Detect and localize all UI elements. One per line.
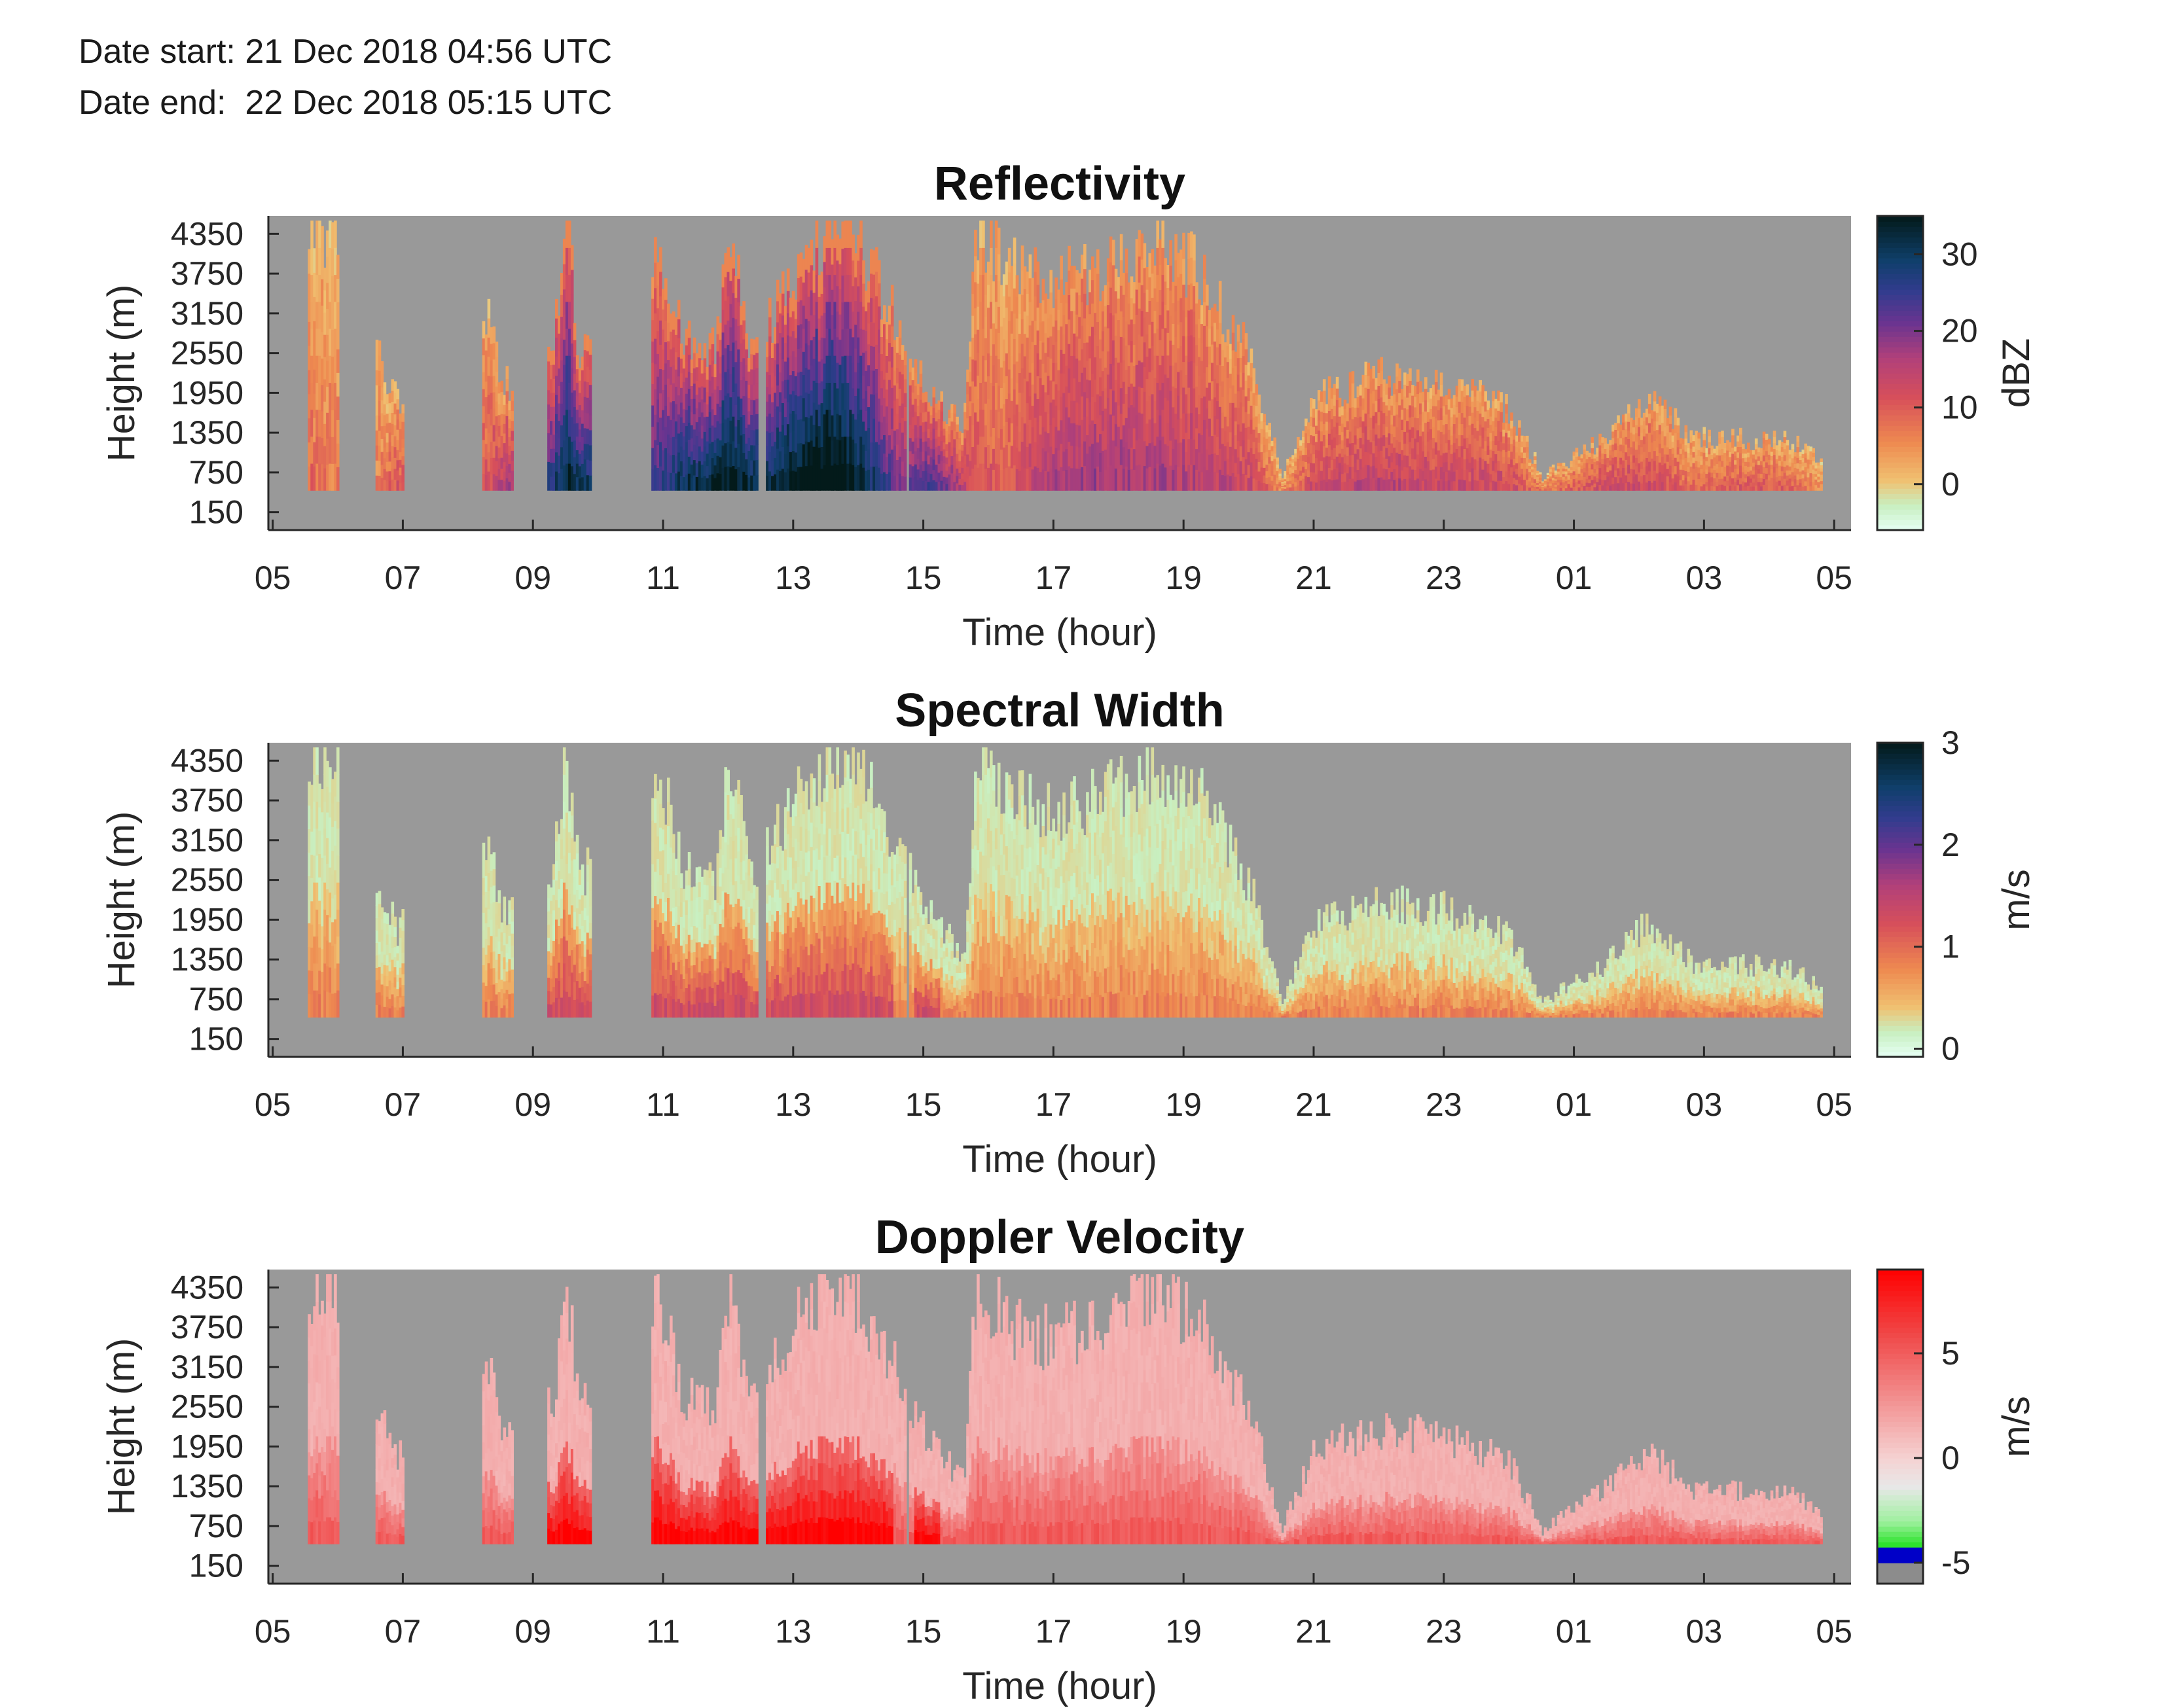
y-tick-label: 750 (189, 981, 243, 1018)
x-tick-label: 21 (1295, 1086, 1332, 1123)
x-tick-label: 05 (255, 1086, 291, 1123)
heatmap-cells (308, 747, 1823, 1018)
colorbar-tick-label: 0 (1941, 1440, 1960, 1476)
y-tick-label: 3750 (171, 1309, 243, 1345)
y-tick-label: 3150 (171, 822, 243, 859)
y-tick-label: 2550 (171, 862, 243, 898)
x-tick-label: 09 (514, 560, 551, 596)
x-tick-label: 15 (905, 1613, 942, 1650)
x-tick-label: 13 (775, 1086, 812, 1123)
y-tick-label: 1350 (171, 414, 243, 451)
x-tick-label: 23 (1426, 1086, 1462, 1123)
x-tick-label: 17 (1035, 1613, 1072, 1650)
colorbar-label: m/s (1995, 1396, 2038, 1457)
x-tick-label: 05 (255, 560, 291, 596)
colorbar-tick-label: 10 (1941, 389, 1978, 426)
y-axis-label: Height (m) (100, 811, 143, 989)
y-tick-label: 750 (189, 454, 243, 491)
colorbar-label: dBZ (1995, 338, 2038, 408)
x-tick-label: 05 (1816, 560, 1852, 596)
x-tick-label: 23 (1426, 560, 1462, 596)
x-tick-label: 03 (1686, 1086, 1723, 1123)
colorbar-tick-label: 0 (1941, 1031, 1960, 1067)
x-tick-label: 07 (385, 1086, 422, 1123)
x-tick-label: 09 (514, 1086, 551, 1123)
x-tick-label: 21 (1295, 1613, 1332, 1650)
y-tick-label: 3750 (171, 782, 243, 819)
y-tick-label: 4350 (171, 215, 243, 252)
heatmap-cells (308, 1274, 1823, 1544)
x-tick-label: 23 (1426, 1613, 1462, 1650)
x-tick-label: 17 (1035, 1086, 1072, 1123)
y-tick-label: 150 (189, 1021, 243, 1058)
date-start: Date start: 21 Dec 2018 04:56 UTC (79, 33, 613, 71)
colorbar-label: m/s (1995, 869, 2038, 930)
y-tick-label: 3150 (171, 1349, 243, 1385)
x-tick-label: 19 (1165, 1086, 1202, 1123)
y-tick-label: 1350 (171, 1468, 243, 1504)
y-tick-label: 1350 (171, 941, 243, 978)
y-tick-label: 1950 (171, 1428, 243, 1465)
y-tick-label: 4350 (171, 742, 243, 779)
x-axis-label: Time (hour) (962, 611, 1157, 654)
x-tick-label: 05 (1816, 1613, 1852, 1650)
x-axis-label: Time (hour) (962, 1138, 1157, 1181)
x-tick-label: 03 (1686, 1613, 1723, 1650)
colorbar: 3 2 1 0 m/s (1876, 724, 2038, 1067)
x-tick-label: 19 (1165, 560, 1202, 596)
y-tick-label: 1950 (171, 901, 243, 938)
x-tick-label: 03 (1686, 560, 1723, 596)
panel-title: Spectral Width (895, 685, 1224, 737)
y-tick-label: 3750 (171, 255, 243, 292)
x-tick-label: 05 (255, 1613, 291, 1650)
colorbar-tick-label: 2 (1941, 827, 1960, 863)
x-tick-label: 11 (646, 1086, 680, 1123)
y-axis-label: Height (m) (100, 285, 143, 462)
x-tick-label: 19 (1165, 1613, 1202, 1650)
x-tick-label: 15 (905, 560, 942, 596)
y-tick-label: 4350 (171, 1269, 243, 1306)
x-tick-label: 13 (775, 1613, 812, 1650)
heatmap-cells (308, 221, 1823, 491)
x-tick-label: 17 (1035, 560, 1072, 596)
colorbar-tick-label: 1 (1941, 929, 1960, 965)
panel-title: Reflectivity (934, 158, 1185, 210)
x-tick-label: 01 (1556, 560, 1593, 596)
colorbar-tick-label: 20 (1941, 313, 1978, 349)
date-header: Date start: 21 Dec 2018 04:56 UTC Date e… (79, 26, 612, 128)
x-tick-label: 15 (905, 1086, 942, 1123)
x-tick-label: 01 (1556, 1086, 1593, 1123)
x-tick-label: 05 (1816, 1086, 1852, 1123)
y-tick-label: 750 (189, 1508, 243, 1544)
x-tick-label: 13 (775, 560, 812, 596)
y-tick-label: 2550 (171, 335, 243, 372)
y-tick-label: 1950 (171, 374, 243, 411)
y-axis-label: Height (m) (100, 1338, 143, 1516)
x-tick-label: 07 (385, 560, 422, 596)
x-tick-label: 01 (1556, 1613, 1593, 1650)
colorbar-tick-label: -5 (1941, 1544, 1970, 1581)
y-tick-label: 2550 (171, 1389, 243, 1425)
x-tick-label: 11 (646, 560, 680, 596)
x-axis-label: Time (hour) (962, 1665, 1157, 1707)
y-tick-label: 3150 (171, 295, 243, 332)
colorbar-tick-label: 5 (1941, 1335, 1960, 1372)
panel-title: Doppler Velocity (875, 1211, 1244, 1264)
colorbar-tick-label: 3 (1941, 724, 1960, 761)
x-tick-label: 11 (646, 1613, 680, 1650)
x-tick-label: 07 (385, 1613, 422, 1650)
colorbar-tick-label: 30 (1941, 236, 1978, 273)
x-tick-label: 09 (514, 1613, 551, 1650)
panel-reflectivity: Reflectivity 05 07 09 11 13 15 17 19 21 23 01 03 05 43… (100, 158, 2038, 654)
y-tick-label: 150 (189, 1548, 243, 1584)
colorbar-tick-label: 0 (1941, 466, 1960, 503)
x-tick-label: 21 (1295, 560, 1332, 596)
y-tick-label: 150 (189, 494, 243, 531)
date-end: Date end: 22 Dec 2018 05:15 UTC (79, 84, 613, 122)
colorbar: 5 0 -5 m/s (1876, 1268, 2038, 1585)
colorbar: 30 20 10 0 dBZ (1876, 215, 2038, 531)
